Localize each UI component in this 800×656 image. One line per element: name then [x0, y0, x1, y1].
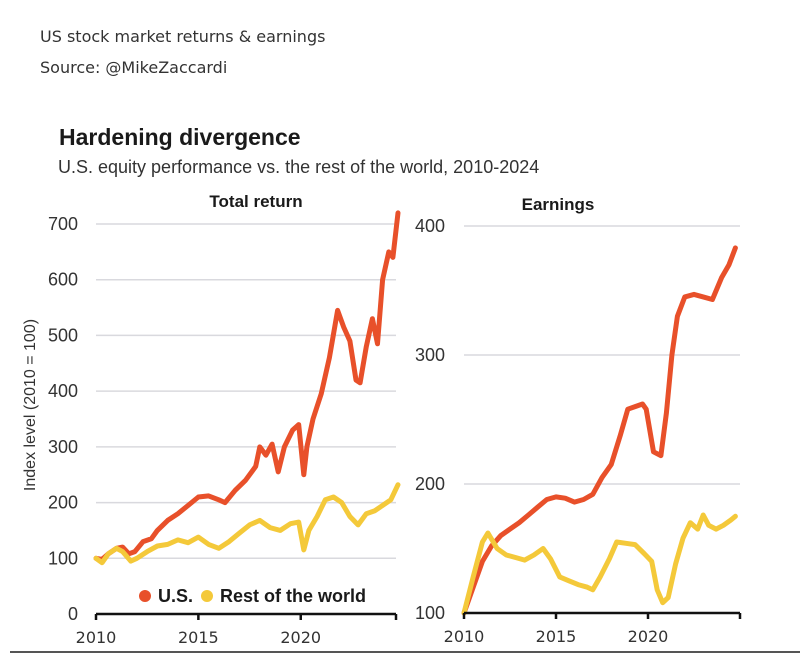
axis-layer: 0 100 200 300 400 500 600 700 2010 2015 2020 100 200…	[48, 214, 742, 647]
x-tick-total-return-2015: 2015	[178, 628, 219, 647]
y-tick-earnings-300: 300	[415, 345, 445, 365]
y-axis-label: Index level (2010 = 100)	[22, 319, 39, 491]
legend-label-us: U.S.	[158, 586, 193, 606]
chart-title: Hardening divergence	[59, 124, 301, 150]
panel-title-total-return: Total return	[209, 192, 302, 211]
y-tick-earnings-200: 200	[415, 474, 445, 494]
series-earnings-rest-of-world	[461, 512, 738, 616]
post-caption: US stock market returns & earnings	[40, 27, 326, 46]
x-tick-earnings-2020: 2020	[628, 627, 669, 646]
x-tick-total-return-2010: 2010	[76, 628, 117, 647]
y-tick-total-return-300: 300	[48, 437, 78, 457]
y-tick-earnings-100: 100	[415, 603, 445, 623]
post-source: Source: @MikeZaccardi	[40, 58, 228, 77]
panel-title-earnings: Earnings	[522, 195, 595, 214]
legend-marker-row	[201, 590, 213, 602]
bottom-divider	[10, 651, 800, 653]
y-tick-total-return-700: 700	[48, 214, 78, 234]
y-tick-total-return-400: 400	[48, 381, 78, 401]
x-tick-earnings-2015: 2015	[536, 627, 577, 646]
y-tick-total-return-500: 500	[48, 325, 78, 345]
x-tick-total-return-2020: 2020	[280, 628, 321, 647]
y-tick-total-return-200: 200	[48, 493, 78, 513]
y-tick-total-return-100: 100	[48, 548, 78, 568]
series-earnings-us	[461, 245, 738, 616]
x-tick-earnings-2010: 2010	[444, 627, 485, 646]
series-total-return-us	[93, 210, 401, 562]
series-layer	[93, 210, 738, 616]
label-layer: Total return Earnings Index level (2010 …	[22, 192, 594, 491]
grid-layer	[96, 223, 740, 560]
y-tick-earnings-400: 400	[415, 216, 445, 236]
chart-subtitle: U.S. equity performance vs. the rest of …	[58, 157, 540, 177]
y-tick-total-return-0: 0	[68, 604, 78, 624]
legend: U.S. Rest of the world	[139, 586, 366, 606]
y-tick-total-return-600: 600	[48, 270, 78, 290]
legend-marker-us	[139, 590, 151, 602]
series-total-return-rest-of-world	[93, 482, 401, 566]
legend-label-row: Rest of the world	[220, 586, 366, 606]
